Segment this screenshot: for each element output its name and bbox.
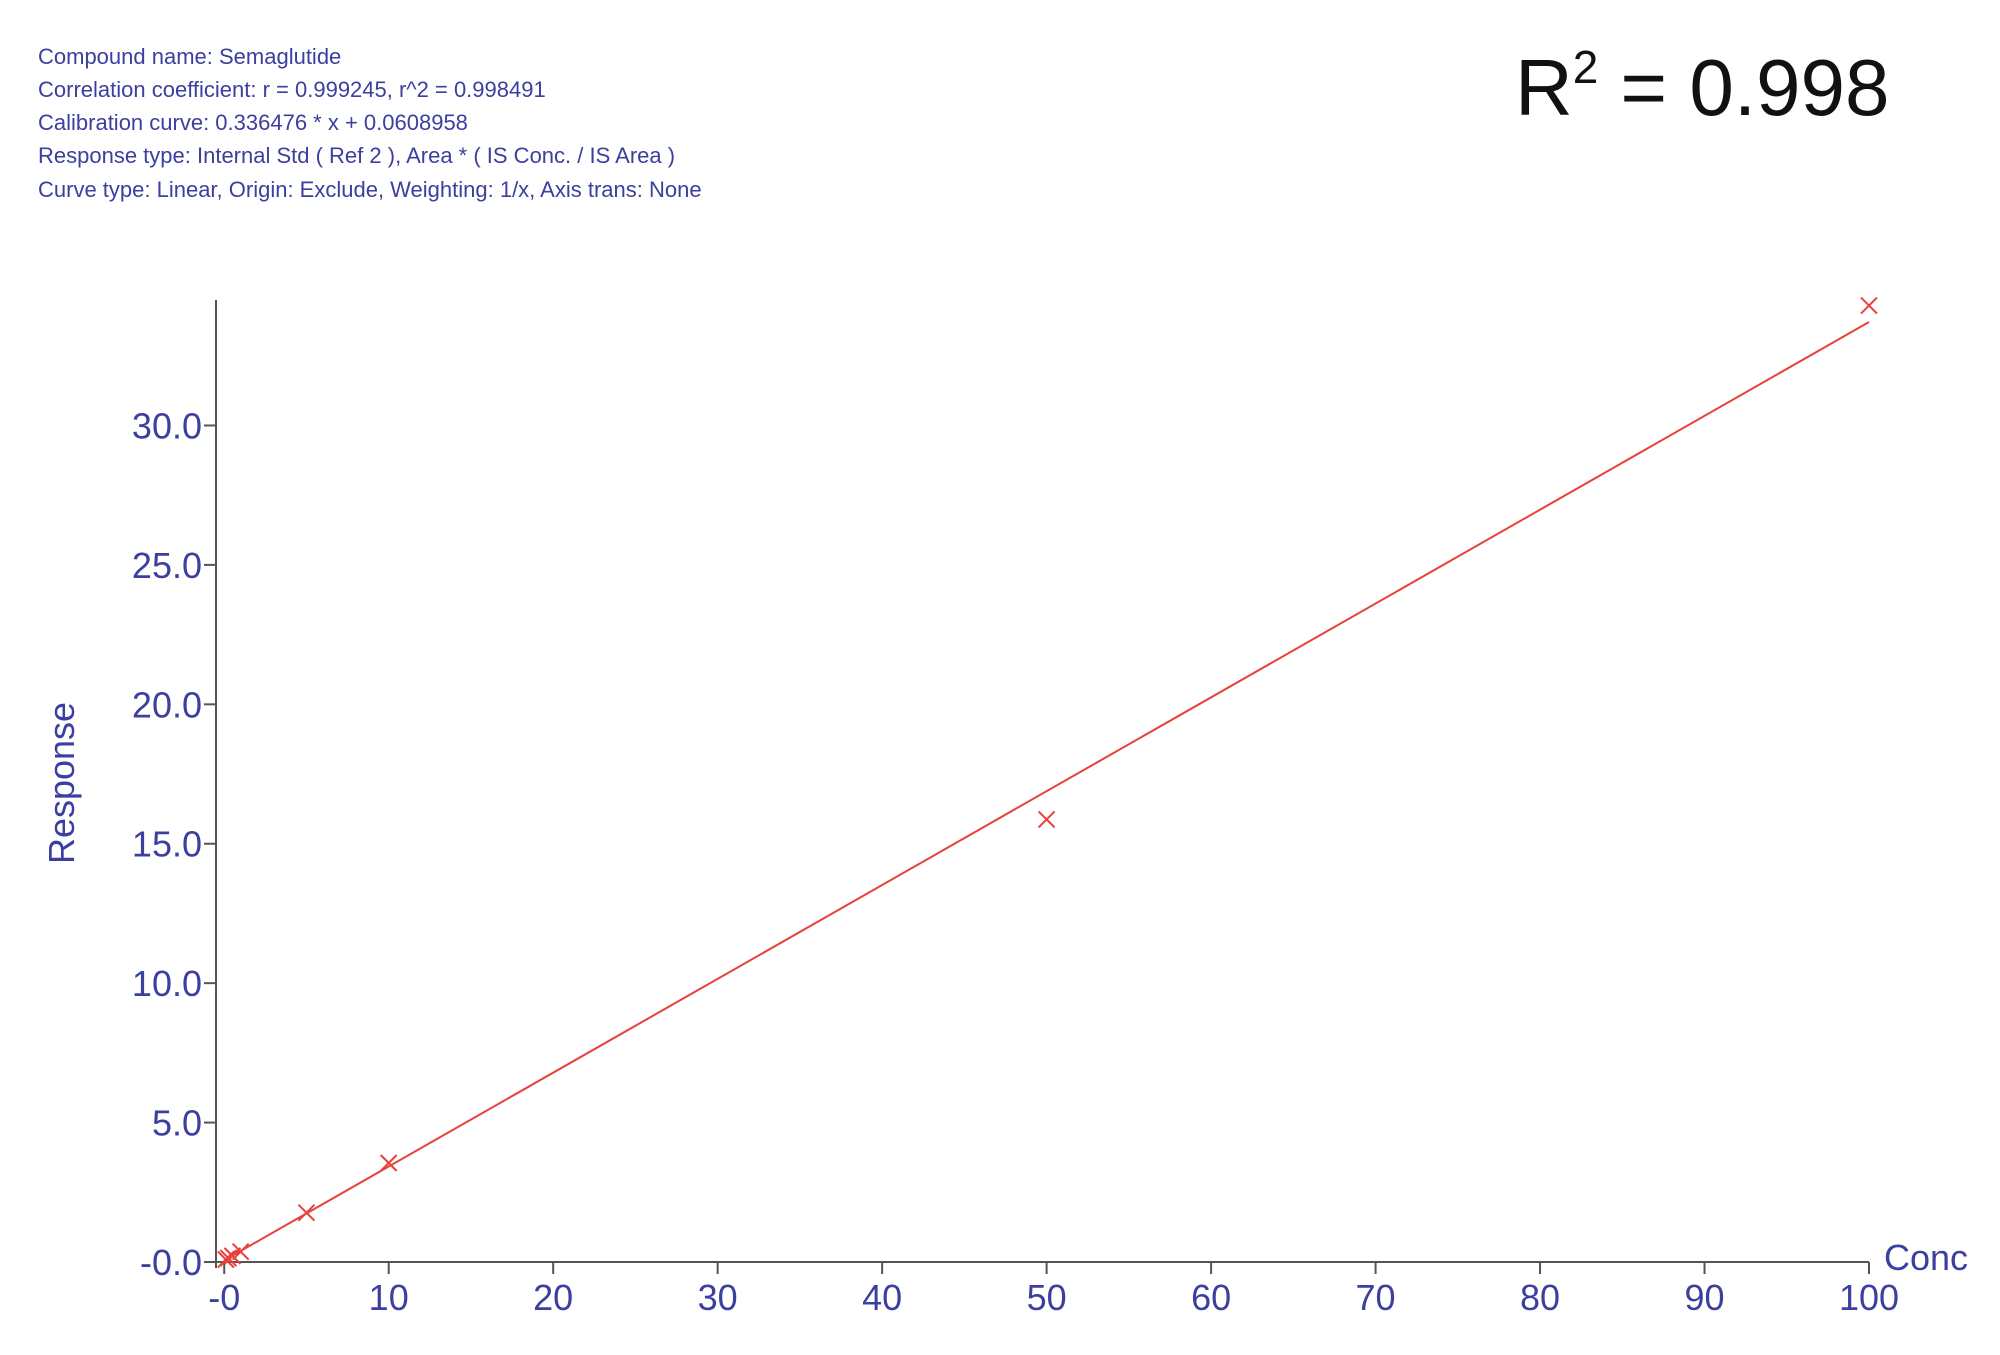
- point: [297, 1203, 316, 1222]
- x-tick-label: 10: [369, 1277, 409, 1318]
- info-line: Response type: Internal Std ( Ref 2 ), A…: [38, 143, 675, 168]
- y-axis-label: Response: [41, 702, 82, 864]
- point: [219, 1249, 238, 1267]
- y-tick-label: 10.0: [132, 963, 202, 1004]
- y-tick-label: 30.0: [132, 405, 202, 446]
- x-tick-label: 90: [1684, 1277, 1724, 1318]
- annotation-sup: 2: [1573, 41, 1599, 93]
- fit-line: [223, 321, 1870, 1262]
- point: [1037, 810, 1056, 829]
- info-line: Correlation coefficient: r = 0.999245, r…: [38, 77, 546, 102]
- point: [1860, 296, 1878, 315]
- x-tick-label: 70: [1356, 1277, 1396, 1318]
- point: [379, 1154, 398, 1172]
- x-tick-label: 20: [533, 1277, 573, 1318]
- info-line: Curve type: Linear, Origin: Exclude, Wei…: [38, 177, 702, 202]
- info-line: Compound name: Semaglutide: [38, 44, 341, 69]
- annotation-rest: = 0.998: [1620, 43, 1889, 132]
- y-tick-label: 25.0: [132, 545, 202, 586]
- x-tick-label: 50: [1027, 1277, 1067, 1318]
- y-tick-label: 20.0: [132, 684, 202, 725]
- annotation: R2 = 0.998: [1515, 41, 1890, 132]
- x-tick-label: 80: [1520, 1277, 1560, 1318]
- annotation-base: R: [1515, 43, 1573, 132]
- x-axis-label: Conc: [1884, 1237, 1968, 1278]
- x-tick-label: 40: [862, 1277, 902, 1318]
- y-tick-label: 15.0: [132, 824, 202, 865]
- y-tick-label: 5.0: [152, 1103, 202, 1144]
- x-tick-label: 30: [698, 1277, 738, 1318]
- point: [231, 1242, 250, 1261]
- info-line: Calibration curve: 0.336476 * x + 0.0608…: [38, 110, 468, 135]
- point: [223, 1247, 242, 1265]
- x-tick-label: 60: [1191, 1277, 1231, 1318]
- x-tick-label: -0: [208, 1277, 240, 1318]
- y-tick-label: -0.0: [140, 1242, 202, 1283]
- x-tick-label: 100: [1839, 1277, 1899, 1318]
